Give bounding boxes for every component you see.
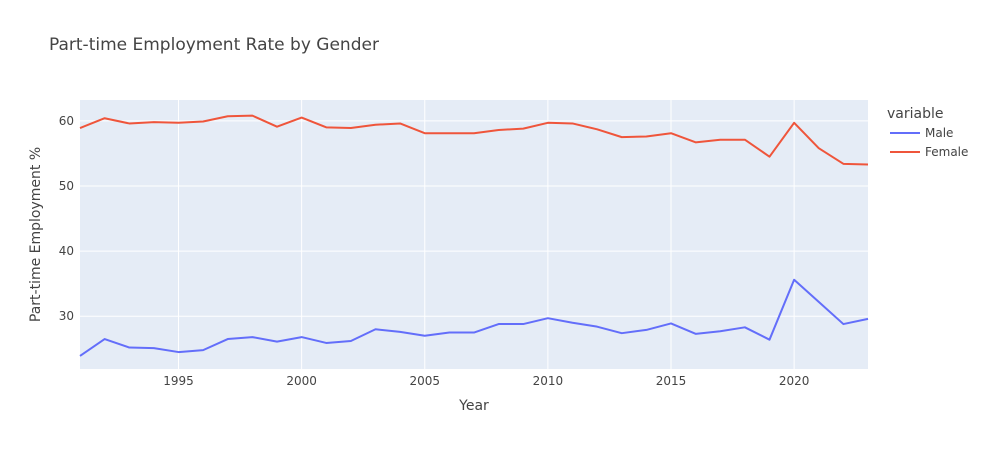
x-gridlines (178, 100, 795, 369)
x-tick-labels: 1995 2000 2005 2010 2015 2020 (163, 374, 809, 388)
y-tick-label: 50 (59, 179, 74, 193)
x-tick-label: 2010 (533, 374, 564, 388)
legend[interactable]: variable Male Female (887, 106, 968, 159)
x-tick-label: 1995 (163, 374, 194, 388)
series-line-male[interactable] (79, 278, 869, 357)
chart-title: Part-time Employment Rate by Gender (49, 35, 379, 55)
y-tick-label: 60 (59, 114, 74, 128)
x-tick-label: 2005 (409, 374, 440, 388)
legend-item-male[interactable]: Male (925, 126, 953, 140)
x-tick-label: 2020 (779, 374, 810, 388)
x-tick-label: 2000 (286, 374, 317, 388)
x-tick-label: 2015 (656, 374, 687, 388)
y-tick-label: 30 (59, 309, 74, 323)
legend-item-female[interactable]: Female (925, 145, 968, 159)
plot-area (80, 100, 868, 369)
y-axis-title: Part-time Employment % (28, 147, 44, 322)
y-gridlines (80, 120, 868, 317)
series-line-female[interactable] (79, 114, 869, 166)
series-lines (79, 114, 869, 357)
x-axis-title: Year (458, 398, 489, 414)
y-tick-labels: 30 40 50 60 (59, 114, 74, 323)
legend-title: variable (887, 106, 943, 122)
y-tick-label: 40 (59, 244, 74, 258)
